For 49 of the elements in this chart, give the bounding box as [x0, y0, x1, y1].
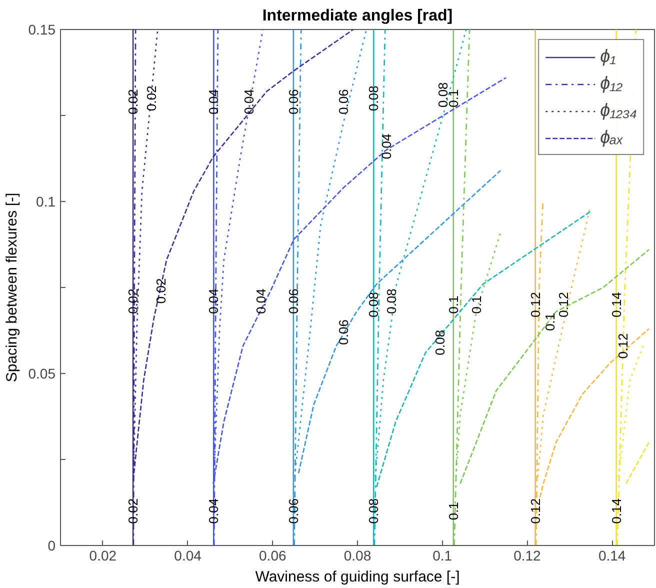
- annotation: 0.08: [366, 86, 382, 111]
- annotation: 0.08: [366, 292, 382, 318]
- legend-label: ϕ₁₂: [600, 73, 623, 94]
- annotation: 0.14: [608, 292, 624, 318]
- chart-title: Intermediate angles [rad]: [262, 8, 453, 24]
- annotation: 0.02: [126, 498, 141, 524]
- annotation: 0.04: [206, 498, 222, 524]
- x-tick-label: 0.08: [344, 548, 372, 564]
- annotation: 0.08: [384, 288, 399, 314]
- annotation: 0.06: [286, 498, 301, 524]
- annotation: 0.12: [616, 333, 631, 359]
- annotation: 0.04: [253, 288, 268, 314]
- legend-label: ϕₐₓ: [600, 127, 624, 148]
- annotation: 0.08: [432, 330, 448, 356]
- y-axis-title: Spacing between flexures [-]: [3, 192, 20, 382]
- y-tick-label: 0.05: [28, 366, 56, 382]
- annotation: 0.14: [608, 498, 624, 524]
- x-tick-label: 0.1: [432, 548, 452, 564]
- annotation: 0.12: [556, 292, 571, 318]
- annotation: 0.02: [126, 89, 141, 114]
- annotation: 0.04: [206, 89, 222, 114]
- annotation: 0.02: [126, 288, 141, 314]
- x-tick-label: 0.06: [259, 548, 286, 564]
- annotation: 0.04: [241, 89, 256, 114]
- x-tick-label: 0.14: [598, 548, 626, 564]
- x-axis-title: Waviness of guiding surface [-]: [255, 568, 460, 586]
- annotation: 0.06: [336, 89, 351, 114]
- annotation: 0.08: [366, 498, 382, 524]
- annotation: 0.1: [468, 296, 484, 314]
- x-tick-label: 0.02: [89, 548, 117, 564]
- annotation: 0.1: [446, 502, 461, 520]
- annotation: 0.06: [286, 288, 301, 314]
- annotation: 0.1: [446, 296, 461, 314]
- annotation: 0.1: [542, 312, 558, 331]
- y-tick-label: 0.1: [36, 194, 56, 210]
- annotation: 0.02: [154, 278, 169, 304]
- x-tick-label: 0.12: [514, 548, 542, 564]
- annotation: 0.02: [144, 86, 160, 111]
- annotation: 0.12: [528, 498, 543, 524]
- annotation: 0.06: [286, 89, 301, 114]
- annotation: 0.12: [528, 292, 543, 318]
- y-tick-label: 0.15: [28, 22, 56, 38]
- legend-label: ϕ₁: [600, 46, 617, 67]
- x-tick-label: 0.04: [174, 548, 202, 564]
- legend-label: ϕ₁₂₃₄: [600, 100, 637, 121]
- y-tick-label: 0: [48, 538, 56, 554]
- annotation: 0.06: [336, 320, 351, 345]
- annotation: 0.04: [378, 134, 394, 160]
- annotation: 0.04: [206, 288, 222, 314]
